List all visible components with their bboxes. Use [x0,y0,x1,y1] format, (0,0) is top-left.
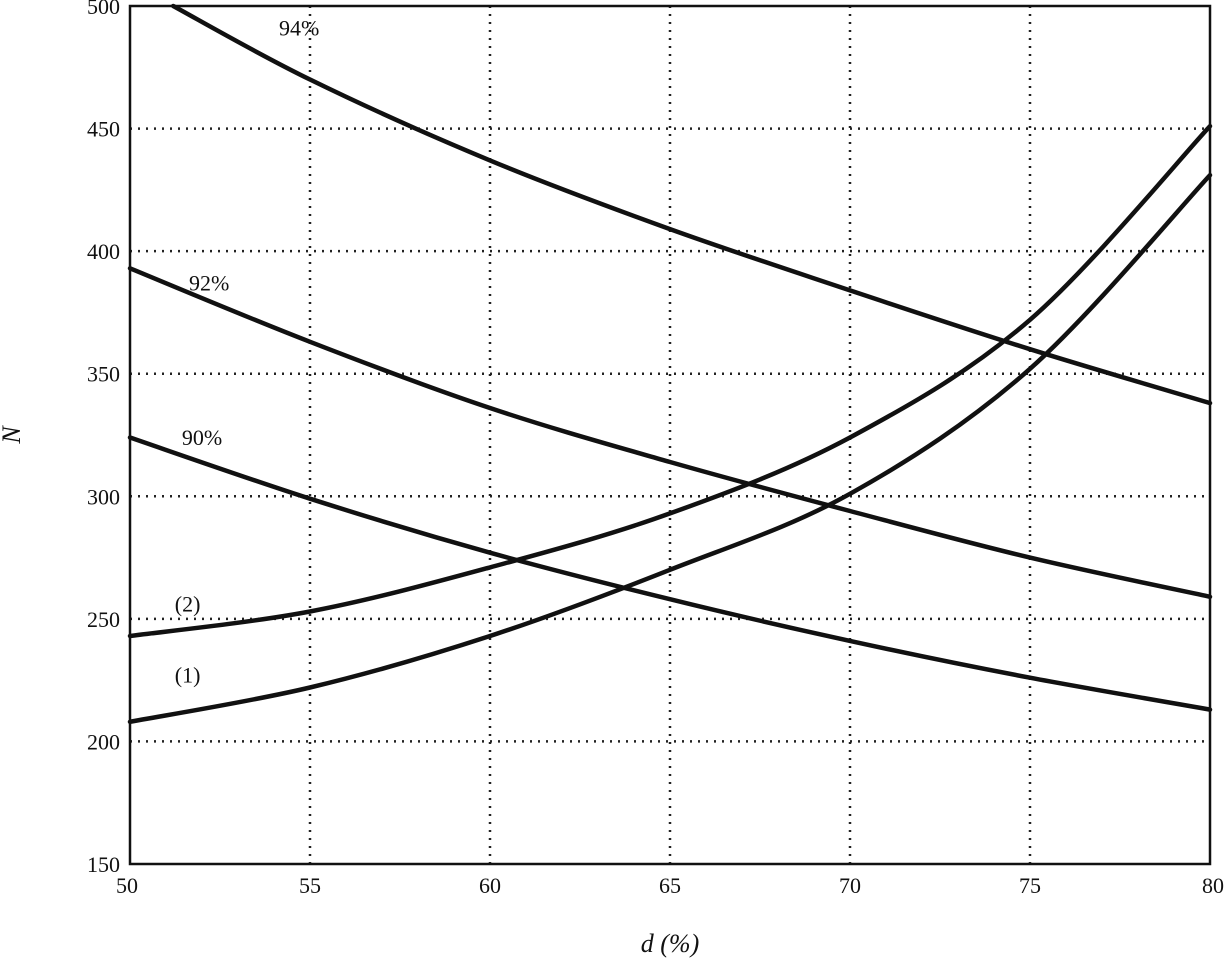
curve-label-2: (2) [175,592,201,617]
x-tick-label: 70 [839,873,861,898]
x-tick-label: 65 [659,873,681,898]
x-tick-label: 60 [479,873,501,898]
y-tick-label: 200 [87,729,120,754]
y-tick-label: 400 [87,239,120,264]
x-tick-label: 80 [1202,873,1224,898]
series-line-92 [127,266,1213,600]
y-tick-label: 500 [87,0,120,19]
tick-labels: 50 55 60 65 70 75 80 150 200 250 300 350 400 450 500 [87,0,1224,898]
series-line-90 [127,435,1213,712]
plot-frame [128,4,1212,866]
curve-label-90: 90% [182,425,222,450]
curve-annotations: 94% 92% 90% (2) (1) [175,15,320,687]
x-tick-label: 75 [1019,873,1041,898]
x-tick-label: 50 [116,873,138,898]
series-line-94 [170,3,1213,406]
y-axis-label: N [0,425,26,445]
y-tick-label: 150 [87,852,120,877]
curve-label-92: 92% [189,270,229,295]
y-tick-label: 250 [87,607,120,632]
y-tick-label: 450 [87,117,120,142]
y-tick-label: 300 [87,484,120,509]
y-tick-label: 350 [87,362,120,387]
series-lines [127,3,1213,725]
grid-lines [130,6,1210,864]
curve-label-94: 94% [279,15,319,40]
series-line-2 [127,123,1213,639]
x-axis-label: d (%) [641,929,699,958]
curve-label-1: (1) [175,663,201,688]
x-tick-label: 55 [299,873,321,898]
series-line-1 [127,172,1213,725]
